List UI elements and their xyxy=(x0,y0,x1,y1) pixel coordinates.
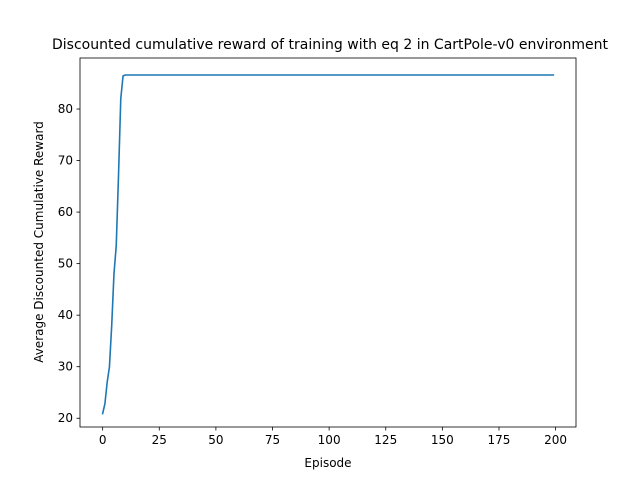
chart-title: Discounted cumulative reward of training… xyxy=(52,37,609,53)
y-tick-label: 30 xyxy=(58,360,73,374)
y-tick-label: 70 xyxy=(58,154,73,168)
x-tick-label: 150 xyxy=(431,433,454,447)
series-layer xyxy=(101,74,555,415)
x-tick-label: 25 xyxy=(152,433,167,447)
x-tick-label: 75 xyxy=(265,433,280,447)
x-tick-label: 50 xyxy=(208,433,223,447)
y-tick-label: 80 xyxy=(58,102,73,116)
x-tick-label: 200 xyxy=(544,433,567,447)
x-axis: 0 25 50 75 100 125 150 175 200 xyxy=(99,427,567,447)
x-tick-label: 100 xyxy=(318,433,341,447)
x-axis-label: Episode xyxy=(304,456,351,470)
y-tick-label: 40 xyxy=(58,308,73,322)
plot-area: 0 25 50 75 100 125 150 175 200 20 30 40 50 60 70 80 xyxy=(58,57,577,447)
y-axis-label: Average Discounted Cumulative Reward xyxy=(32,121,46,363)
plot-frame xyxy=(79,57,577,428)
x-tick-label: 125 xyxy=(374,433,397,447)
x-tick-label: 0 xyxy=(99,433,107,447)
y-tick-label: 60 xyxy=(58,205,73,219)
y-tick-label: 50 xyxy=(58,257,73,271)
x-tick-label: 175 xyxy=(488,433,511,447)
series-line-0 xyxy=(101,74,555,415)
y-tick-label: 20 xyxy=(58,411,73,425)
y-axis: 20 30 40 50 60 70 80 xyxy=(58,102,80,425)
